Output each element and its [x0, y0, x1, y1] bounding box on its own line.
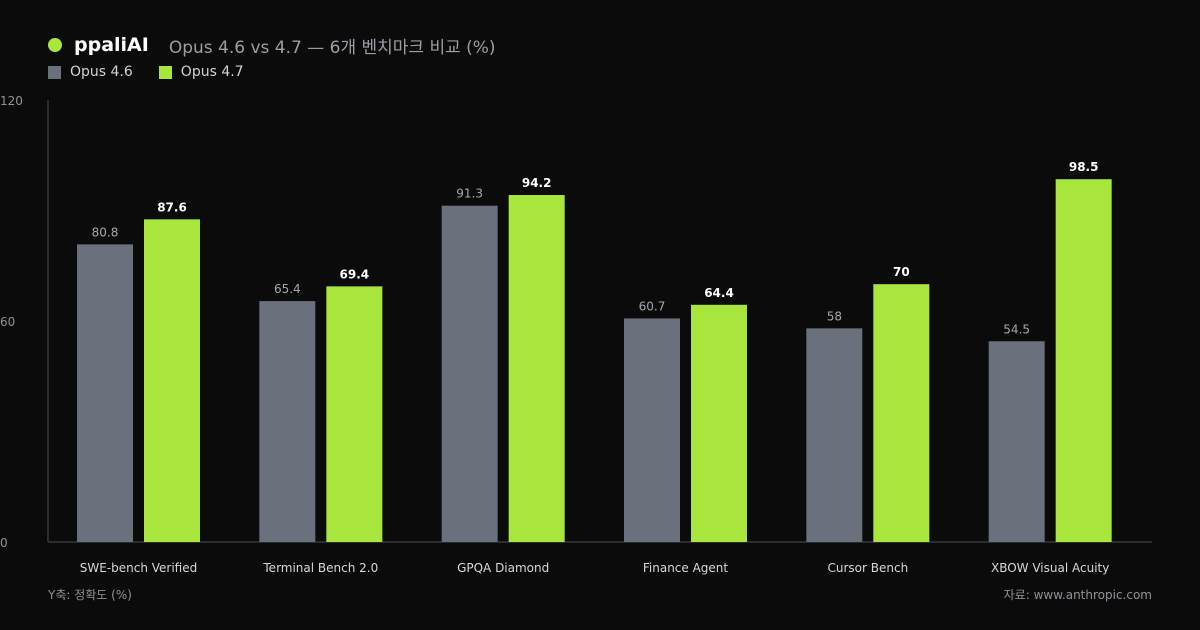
- bar-value-label: 65.4: [274, 282, 301, 296]
- bar-value-label: 87.6: [157, 200, 187, 214]
- x-tick-label: GPQA Diamond: [457, 561, 549, 575]
- bar-value-label: 94.2: [522, 176, 552, 190]
- bar-value-label: 69.4: [340, 267, 370, 281]
- x-tick-label: Cursor Bench: [827, 561, 908, 575]
- bar-value-label: 98.5: [1069, 160, 1099, 174]
- y-axis-note: Y축: 정확도 (%): [48, 588, 132, 602]
- legend-swatch-series-a: [48, 65, 61, 79]
- bar-value-label: 54.5: [1003, 322, 1030, 336]
- bar-series-b: [873, 284, 930, 542]
- bar-series-b: [326, 286, 383, 542]
- bar-series-a: [624, 318, 680, 542]
- y-tick-label: 0: [0, 536, 8, 550]
- bar-value-label: 80.8: [92, 225, 119, 239]
- bar-series-b: [691, 304, 747, 542]
- bar-series-b: [1055, 179, 1112, 543]
- x-tick-label: SWE-bench Verified: [80, 561, 198, 575]
- bar-series-a: [988, 341, 1045, 542]
- x-tick-label: XBOW Visual Acuity: [991, 561, 1109, 575]
- bar-value-label: 64.4: [704, 286, 734, 300]
- bar-series-b: [144, 219, 200, 542]
- bar-series-a: [77, 244, 133, 543]
- chart-title: Opus 4.6 vs 4.7 — 6개 벤치마크 비교 (%): [168, 37, 496, 58]
- y-tick-label: 60: [0, 315, 15, 329]
- chart-header: ppaliAI Opus 4.6 vs 4.7 — 6개 벤치마크 비교 (%): [48, 30, 496, 60]
- chart-legend: Opus 4.6 Opus 4.7: [48, 64, 270, 80]
- legend-item-series-a: Opus 4.6: [48, 64, 133, 80]
- bar-series-a: [259, 301, 316, 542]
- legend-label-series-a: Opus 4.6: [70, 64, 133, 80]
- bar-series-a: [441, 205, 498, 542]
- legend-swatch-series-b: [158, 65, 172, 79]
- source-note: 자료: www.anthropic.com: [1003, 588, 1152, 602]
- bar-value-label: 58: [827, 309, 842, 323]
- x-tick-label: Finance Agent: [643, 561, 729, 575]
- bar-value-label: 60.7: [639, 299, 666, 313]
- bar-series-a: [806, 328, 863, 542]
- y-tick-label: 120: [0, 94, 23, 108]
- brand-name: ppaliAI: [74, 34, 149, 56]
- bar-series-b: [508, 195, 565, 542]
- x-tick-label: Terminal Bench 2.0: [262, 561, 378, 575]
- legend-item-series-b: Opus 4.7: [158, 64, 244, 80]
- bar-value-label: 70: [893, 265, 910, 279]
- brand-dot-icon: [48, 38, 62, 52]
- bar-value-label: 91.3: [456, 187, 483, 201]
- legend-label-series-b: Opus 4.7: [180, 64, 244, 80]
